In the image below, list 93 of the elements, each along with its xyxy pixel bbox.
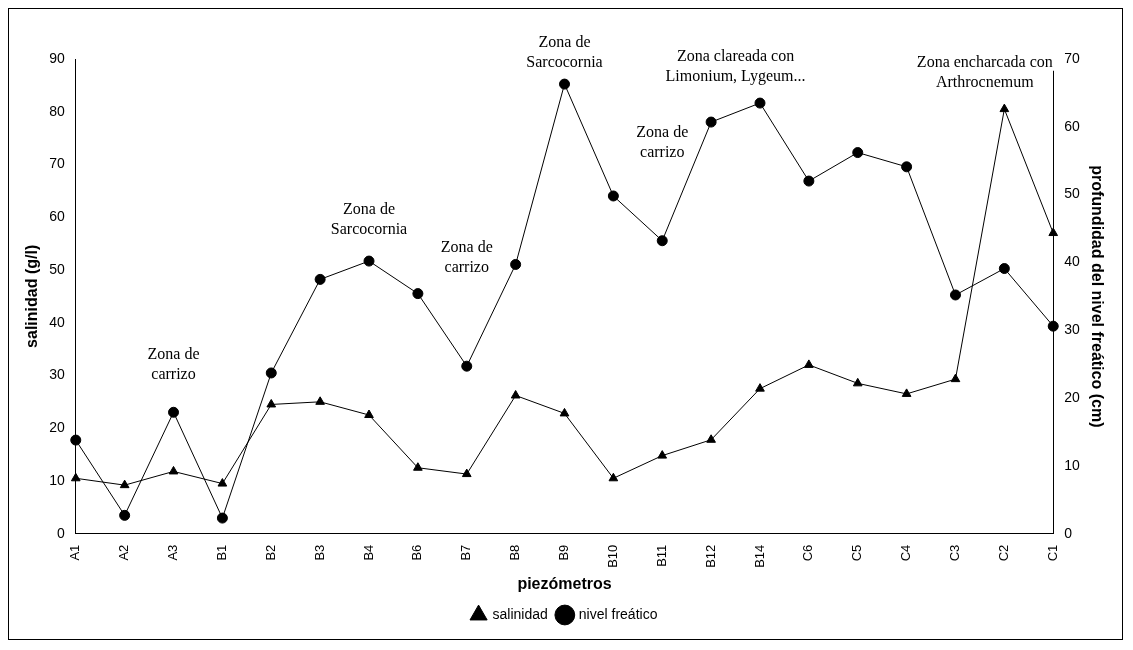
point (364, 409, 374, 418)
x-tick-label: B14 (751, 544, 767, 568)
y-tick-label: 60 (49, 208, 65, 225)
point (804, 359, 814, 368)
point (657, 450, 668, 459)
point (608, 472, 619, 482)
x-tick-label: B2 (262, 544, 278, 561)
point (412, 288, 424, 300)
y2-tick-label: 10 (1064, 456, 1081, 473)
point (70, 472, 81, 482)
point (413, 462, 423, 471)
y-tick-label: 50 (49, 260, 65, 277)
y-tick-label: 10 (49, 471, 65, 488)
point (656, 235, 668, 247)
point (266, 398, 277, 408)
point (461, 360, 473, 372)
y-tick-label: 0 (56, 524, 65, 541)
y2-tick-label: 50 (1064, 185, 1081, 202)
y-axis-title: salinidad (g/l) (23, 244, 41, 348)
point (1048, 227, 1059, 237)
x-tick-label: B7 (458, 544, 474, 561)
x-tick-label: C5 (849, 544, 865, 562)
y2-tick-label: 0 (1064, 524, 1073, 541)
point (510, 258, 522, 270)
point (168, 465, 179, 475)
point (950, 373, 961, 383)
y2-tick-label: 20 (1064, 388, 1081, 405)
point (999, 103, 1010, 113)
x-tick-label: B3 (311, 544, 327, 561)
x-tick-label: B11 (653, 544, 669, 567)
x-tick-label: B9 (556, 544, 572, 561)
y-tick-label: 90 (49, 49, 65, 66)
x-tick-label: A1 (67, 544, 83, 561)
annotation: Zona de carrizo (440, 237, 493, 275)
point (559, 78, 570, 90)
point (754, 97, 766, 109)
point (216, 512, 228, 524)
legend-label: nivel freático (578, 605, 658, 622)
x-tick-label: B4 (360, 544, 376, 561)
annotation: Zona de carrizo (636, 123, 689, 161)
point (901, 161, 913, 173)
x-axis-title: piezómetros (517, 574, 612, 592)
x-tick-label: B6 (409, 544, 425, 561)
point (217, 478, 228, 487)
point (1047, 320, 1059, 332)
point (265, 367, 277, 379)
y2-tick-label: 60 (1064, 117, 1081, 134)
point (363, 255, 375, 267)
legend-label: salinidad (492, 605, 548, 622)
point (559, 407, 570, 417)
x-tick-label: A2 (116, 544, 132, 561)
point (803, 175, 815, 187)
annotation: Zona de Sarcocornia (526, 32, 603, 70)
y-tick-label: 40 (49, 313, 65, 330)
point (949, 289, 961, 301)
annotation: Zona encharcada con Arthrocnemum (916, 52, 1053, 90)
point (706, 434, 716, 443)
x-tick-label: C2 (995, 544, 1011, 562)
y-tick-label: 30 (49, 366, 65, 383)
x-tick-label: C6 (800, 544, 816, 562)
point (119, 479, 130, 489)
y2-axis-title: profundidad del nivel freático (cm) (1088, 165, 1106, 428)
point (852, 147, 864, 159)
annotation: Zona de Sarcocornia (330, 200, 408, 238)
point (119, 509, 131, 521)
point (70, 434, 82, 446)
y2-tick-label: 40 (1064, 253, 1081, 270)
x-tick-label: C1 (1044, 544, 1060, 562)
point (168, 406, 180, 418)
point (607, 190, 619, 202)
point (314, 273, 326, 285)
point (315, 396, 325, 405)
point (755, 383, 765, 392)
point (852, 377, 863, 387)
x-tick-label: B10 (604, 544, 620, 568)
point (998, 263, 1010, 275)
x-tick-label: B1 (213, 544, 229, 561)
y-tick-label: 70 (49, 155, 65, 172)
x-tick-label: B12 (702, 544, 718, 568)
annotation: Zona clareada con Limonium, Lygeum... (665, 46, 806, 85)
y-tick-label: 20 (49, 419, 65, 436)
y2-tick-label: 70 (1064, 49, 1081, 66)
point (705, 116, 717, 128)
point (461, 468, 472, 478)
point (510, 389, 521, 399)
point (901, 388, 912, 397)
x-tick-label: C3 (947, 544, 963, 562)
y-tick-label: 80 (49, 102, 65, 119)
x-tick-label: A3 (165, 544, 181, 561)
x-tick-label: B8 (507, 544, 523, 561)
y2-tick-label: 30 (1064, 321, 1081, 338)
x-tick-label: C4 (898, 544, 914, 562)
annotation: Zona de carrizo (147, 344, 200, 382)
